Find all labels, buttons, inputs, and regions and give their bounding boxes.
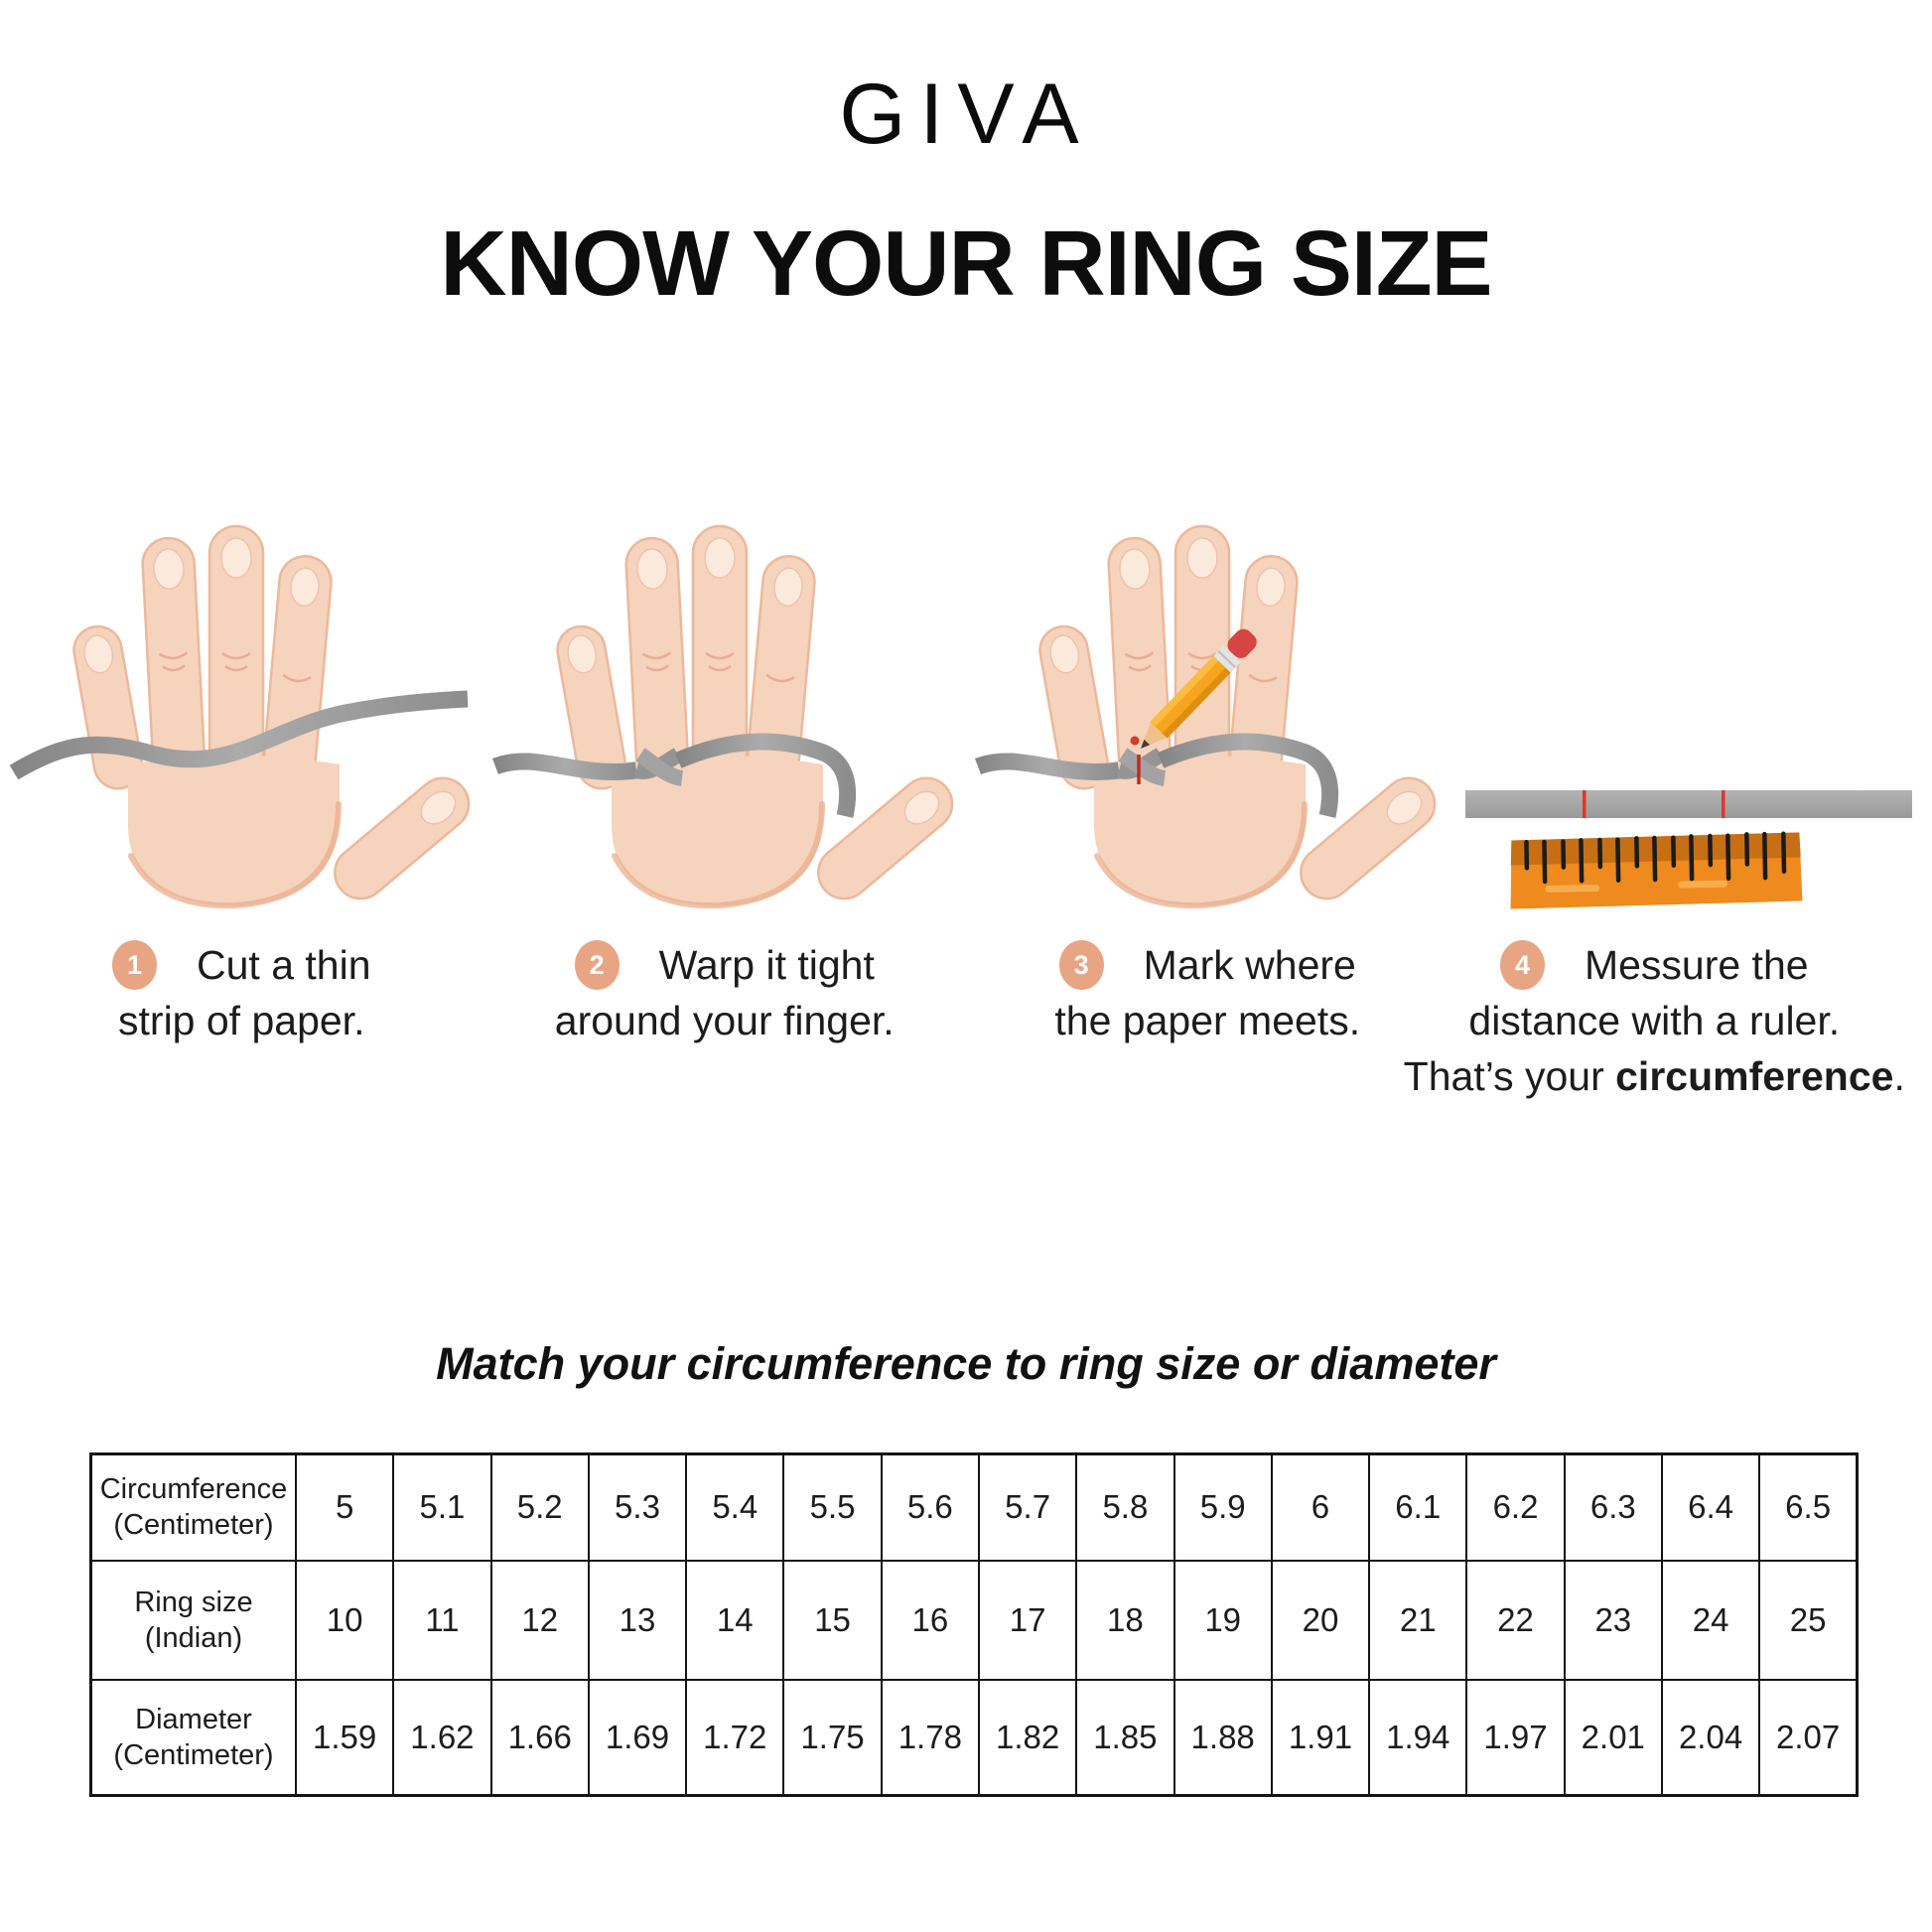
steps-row: 1 Cut a thin strip of paper. 2 Warp it t…	[0, 427, 1932, 1104]
table-cell: 6.5	[1758, 1452, 1859, 1562]
table-cell: 1.94	[1368, 1678, 1468, 1797]
table-cell: 6.3	[1563, 1452, 1663, 1562]
step-1-caption: 1 Cut a thin strip of paper.	[112, 937, 371, 1048]
table-cell: 5.3	[587, 1452, 688, 1562]
step-1-text-line1: Cut a thin	[197, 942, 371, 988]
step-2: 2 Warp it tight around your finger.	[483, 427, 967, 1104]
table-cell: 5.1	[392, 1452, 492, 1562]
row-label: Circumference (Centimeter)	[89, 1452, 297, 1562]
step-1-text-line2: strip of paper.	[118, 998, 365, 1043]
step-4-text-line1: Messure the	[1584, 942, 1809, 988]
table-cell: 10	[294, 1559, 395, 1681]
table-cell: 1.82	[977, 1678, 1078, 1797]
table-cell: 5.2	[489, 1452, 590, 1562]
table-cell: 11	[392, 1559, 492, 1681]
table-cell: 25	[1758, 1559, 1859, 1681]
table-cell: 15	[782, 1559, 883, 1681]
table-cell: 6.4	[1660, 1452, 1761, 1562]
step-1: 1 Cut a thin strip of paper.	[0, 427, 483, 1104]
table-cell: 14	[685, 1559, 785, 1681]
table-cell: 5.4	[685, 1452, 785, 1562]
step-3: 3 Mark where the paper meets.	[966, 427, 1449, 1104]
table-cell: 22	[1465, 1559, 1566, 1681]
brand-logo: GIVA	[839, 67, 1093, 162]
step-2-text-line2: around your finger.	[554, 998, 895, 1043]
step-3-caption: 3 Mark where the paper meets.	[1054, 937, 1360, 1048]
table-cell: 1.91	[1270, 1678, 1371, 1797]
table-cell: 16	[880, 1559, 980, 1681]
ruler-icon	[1510, 831, 1803, 909]
size-table-body: Circumference (Centimeter) 5 5.1 5.2 5.3 5.4 5.…	[89, 1452, 1859, 1797]
table-cell: 1.88	[1173, 1678, 1273, 1797]
table-cell: 6	[1270, 1452, 1371, 1562]
step-4-caption: 4 Messure the distance with a ruler. Tha…	[1340, 937, 1932, 1104]
table-cell: 1.59	[294, 1678, 395, 1797]
row-label: Ring size (Indian)	[89, 1559, 297, 1681]
table-cell: 5.8	[1075, 1452, 1175, 1562]
step-2-caption: 2 Warp it tight around your finger.	[555, 937, 895, 1048]
table-cell: 5.7	[977, 1452, 1078, 1562]
table-cell: 1.62	[392, 1678, 492, 1797]
table-heading: Match your circumference to ring size or…	[436, 1338, 1496, 1389]
table-cell: 1.72	[685, 1678, 785, 1797]
hand-pencil-marking-strip-illustration	[975, 427, 1441, 923]
table-cell: 1.69	[587, 1678, 688, 1797]
step-3-text-line1: Mark where	[1143, 942, 1356, 988]
step-1-number-badge: 1	[112, 940, 157, 990]
hand-strip-wrapped-around-finger-illustration	[491, 427, 958, 923]
table-cell: 5	[294, 1452, 395, 1562]
table-cell: 6.2	[1465, 1452, 1566, 1562]
table-cell: 6.1	[1368, 1452, 1468, 1562]
table-cell: 18	[1075, 1559, 1175, 1681]
step-4: 4 Messure the distance with a ruler. Tha…	[1404, 427, 1932, 1104]
table-cell: 23	[1563, 1559, 1663, 1681]
step-2-text-line1: Warp it tight	[658, 942, 875, 988]
paper-strip-and-ruler-illustration	[1464, 790, 1912, 909]
pencil-icon	[1141, 628, 1257, 749]
step-4-text-line2: distance with a ruler.	[1468, 998, 1841, 1043]
step-4-text-line3: That’s your circumference.	[1403, 1053, 1905, 1099]
table-cell: 12	[489, 1559, 590, 1681]
table-cell: 21	[1368, 1559, 1468, 1681]
table-cell: 19	[1173, 1559, 1273, 1681]
table-cell: 13	[587, 1559, 688, 1681]
table-cell: 5.5	[782, 1452, 883, 1562]
table-cell: 1.97	[1465, 1678, 1566, 1797]
step-4-number-badge: 4	[1499, 940, 1545, 990]
step-3-number-badge: 3	[1058, 940, 1104, 990]
step-2-number-badge: 2	[574, 940, 620, 990]
table-cell: 17	[977, 1559, 1078, 1681]
table-cell: 5.6	[880, 1452, 980, 1562]
table-cell: 2.01	[1563, 1678, 1663, 1797]
table-cell: 1.85	[1075, 1678, 1175, 1797]
row-label: Diameter (Centimeter)	[89, 1678, 297, 1797]
table-cell: 20	[1270, 1559, 1371, 1681]
hand-with-paper-strip-illustration	[9, 427, 475, 923]
table-cell: 24	[1660, 1559, 1761, 1681]
table-cell: 2.07	[1758, 1678, 1859, 1797]
table-row: Circumference (Centimeter) 5 5.1 5.2 5.3 5.4 5.…	[89, 1452, 1859, 1562]
table-cell: 1.78	[880, 1678, 980, 1797]
page-title: KNOW YOUR RING SIZE	[440, 211, 1492, 315]
step-3-text-line2: the paper meets.	[1054, 998, 1361, 1043]
table-cell: 1.75	[782, 1678, 883, 1797]
table-cell: 1.66	[489, 1678, 590, 1797]
table-cell: 5.9	[1173, 1452, 1273, 1562]
table-row: Diameter (Centimeter) 1.59 1.62 1.66 1.69 1.72…	[89, 1678, 1859, 1797]
table-row: Ring size (Indian) 10 11 12 13 14 15 16 17 18 19 20 2…	[89, 1559, 1859, 1681]
ring-size-table: Circumference (Centimeter) 5 5.1 5.2 5.3 5.4 5.…	[89, 1452, 1859, 1797]
table-cell: 2.04	[1660, 1678, 1761, 1797]
